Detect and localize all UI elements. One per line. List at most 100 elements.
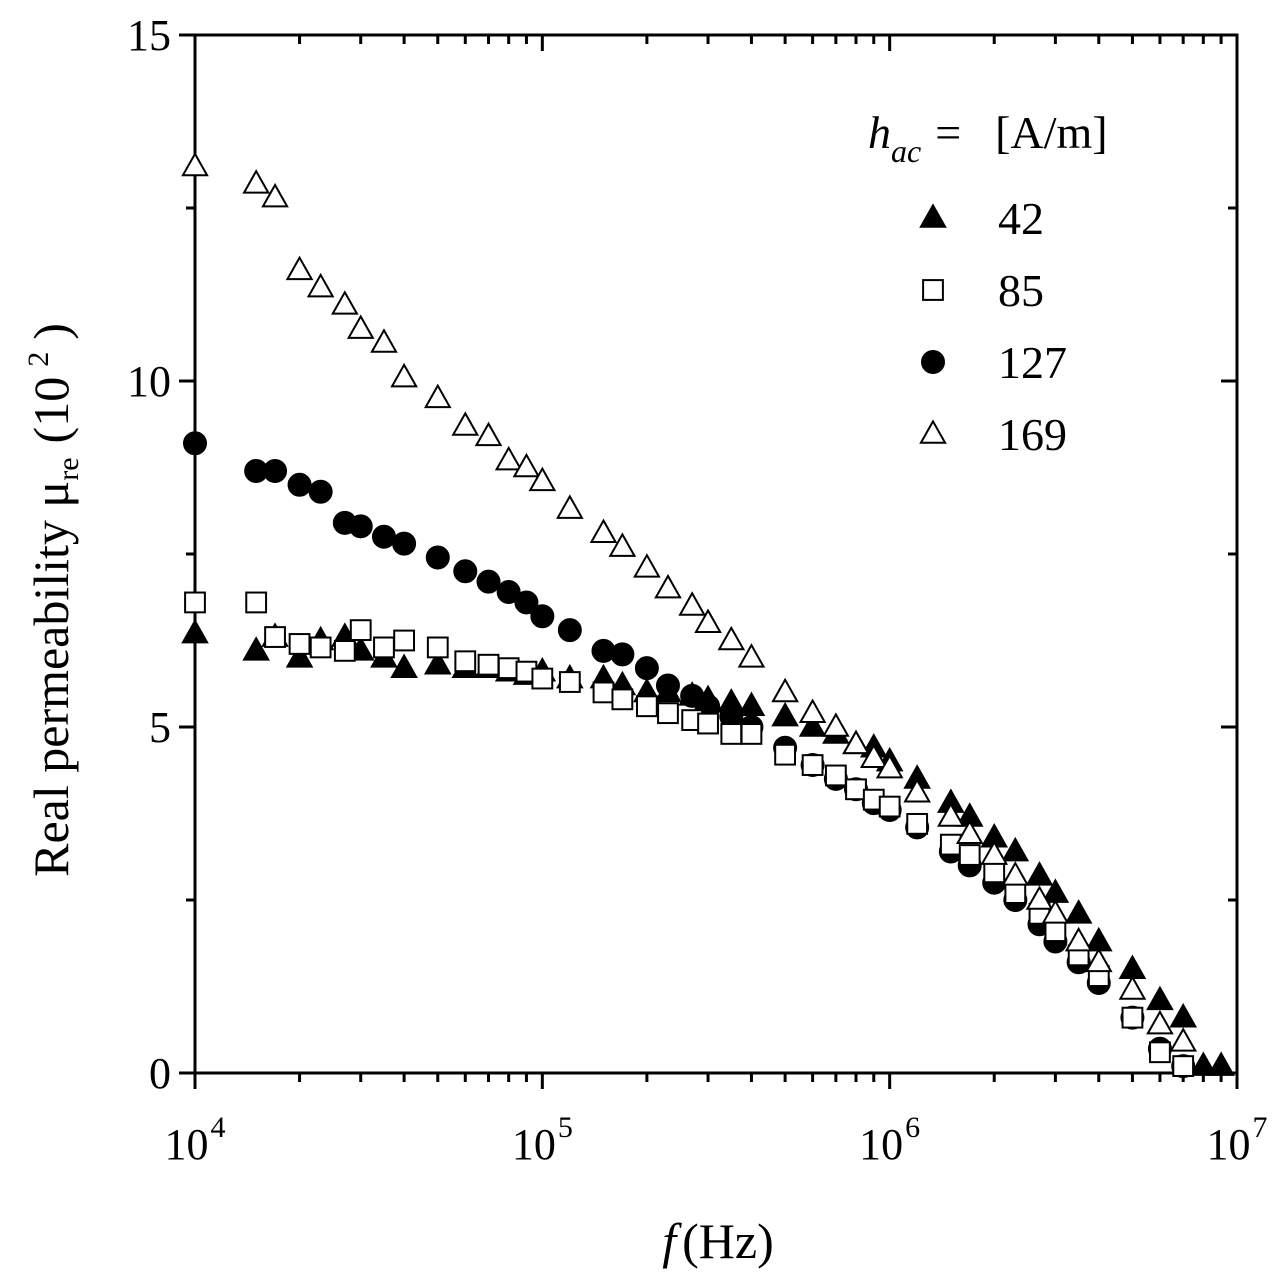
- data-point: [1207, 1051, 1235, 1076]
- data-point: [183, 431, 207, 456]
- data-point: [333, 639, 356, 662]
- data-point: [678, 591, 706, 616]
- data-point: [1172, 1055, 1195, 1077]
- data-point: [288, 633, 311, 655]
- data-point: [717, 625, 746, 651]
- legend-label: 127: [998, 337, 1067, 388]
- data-point: [331, 290, 359, 315]
- data-point: [181, 618, 209, 644]
- data-point: [477, 653, 500, 676]
- data-point: [906, 812, 929, 835]
- legend-entries: 42 85 127 169: [919, 193, 1067, 460]
- x-tick-label: 104: [165, 1111, 226, 1169]
- data-point: [348, 514, 373, 539]
- data-point: [822, 712, 850, 737]
- data-point: [451, 411, 480, 436]
- data-point: [349, 619, 372, 642]
- data-point: [694, 608, 722, 633]
- x-axis-ticks: 104 105 106 107: [165, 35, 1268, 1169]
- data-point: [1118, 954, 1147, 979]
- data-point: [425, 545, 450, 570]
- data-point: [453, 559, 478, 584]
- data-point: [824, 764, 847, 787]
- data-point: [1044, 920, 1067, 943]
- data-point: [958, 844, 981, 866]
- data-point: [1004, 882, 1027, 904]
- x-tick-label: 106: [859, 1111, 920, 1169]
- data-point: [512, 452, 541, 478]
- data-point: [285, 255, 314, 281]
- data-point: [740, 723, 763, 745]
- data-point: [983, 861, 1006, 884]
- data-point: [346, 314, 375, 339]
- data-point: [937, 802, 965, 827]
- data-point: [1149, 1041, 1171, 1064]
- data-point: [655, 673, 680, 698]
- data-point: [514, 590, 539, 615]
- data-point: [181, 151, 209, 177]
- data-point: [1146, 1009, 1174, 1035]
- data-point: [242, 636, 270, 661]
- data-point: [309, 636, 332, 659]
- data-point: [955, 819, 984, 845]
- data-point: [798, 712, 827, 737]
- series-169: [181, 151, 1198, 1052]
- data-point: [720, 723, 743, 745]
- data-point: [426, 636, 449, 659]
- x-tick-label: 105: [512, 1111, 573, 1169]
- legend-marker: [919, 419, 947, 444]
- y-tick-label: 10: [127, 357, 171, 406]
- y-axis-ticks: 0 5 10 15: [127, 11, 1237, 1098]
- data-point: [634, 656, 659, 681]
- data-point: [611, 688, 634, 711]
- data-point: [798, 698, 827, 723]
- data-point: [737, 643, 766, 668]
- data-point: [556, 494, 584, 519]
- data-point: [287, 472, 312, 497]
- data-point: [496, 580, 521, 605]
- data-point: [774, 743, 797, 766]
- data-point: [261, 182, 289, 208]
- data-point: [494, 445, 523, 471]
- legend: hac = [A/m] 42 85 127 169: [868, 107, 1108, 460]
- series-127: [183, 431, 1196, 1079]
- y-axis-label: Real permeability μre(102): [22, 323, 85, 877]
- data-point: [531, 667, 554, 690]
- data-point: [859, 743, 888, 768]
- data-point: [608, 532, 637, 557]
- data-point: [530, 604, 555, 629]
- data-point: [801, 754, 824, 776]
- data-markers: [181, 151, 1235, 1079]
- data-point: [654, 573, 682, 599]
- legend-label: 85: [998, 265, 1044, 316]
- data-point: [373, 636, 395, 659]
- data-point: [939, 833, 962, 856]
- legend-title: hac = [A/m]: [868, 107, 1108, 169]
- data-point: [476, 569, 501, 594]
- data-point: [1025, 861, 1054, 886]
- data-point: [771, 701, 799, 727]
- data-point: [1169, 1027, 1198, 1052]
- data-point: [1064, 926, 1093, 952]
- legend-label: 169: [998, 409, 1067, 460]
- data-point: [1121, 1006, 1144, 1029]
- y-tick-label: 0: [149, 1049, 171, 1098]
- data-point: [633, 553, 661, 578]
- legend-marker: [922, 279, 944, 301]
- y-tick-label: 15: [127, 11, 171, 60]
- data-point: [903, 778, 931, 803]
- data-point: [1189, 1051, 1218, 1076]
- data-point: [423, 383, 452, 409]
- series-42: [181, 618, 1235, 1076]
- data-point: [980, 840, 1009, 865]
- data-point: [1064, 899, 1093, 924]
- data-point: [1025, 885, 1054, 910]
- x-tick-label: 107: [1207, 1111, 1268, 1169]
- data-point: [393, 629, 416, 652]
- data-point: [371, 524, 396, 549]
- data-point: [242, 169, 270, 194]
- data-point: [474, 421, 503, 447]
- data-point: [263, 458, 288, 483]
- data-point: [245, 591, 268, 614]
